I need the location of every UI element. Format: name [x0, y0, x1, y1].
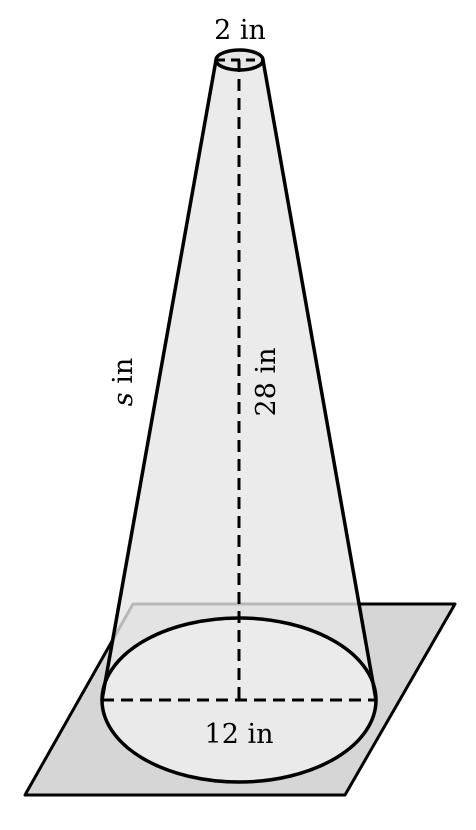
- height-label: 28 in: [251, 348, 282, 417]
- right-slant-edge: [261, 59, 378, 701]
- slant-unit: in: [108, 358, 139, 393]
- slant-variable: s: [108, 392, 139, 406]
- top-diameter-label: 2 in: [214, 15, 266, 46]
- slant-height-label: s in: [108, 358, 139, 406]
- frustum-surface: [102, 60, 376, 700]
- left-slant-edge: [100, 59, 218, 701]
- bottom-diameter-label: 12 in: [205, 719, 274, 750]
